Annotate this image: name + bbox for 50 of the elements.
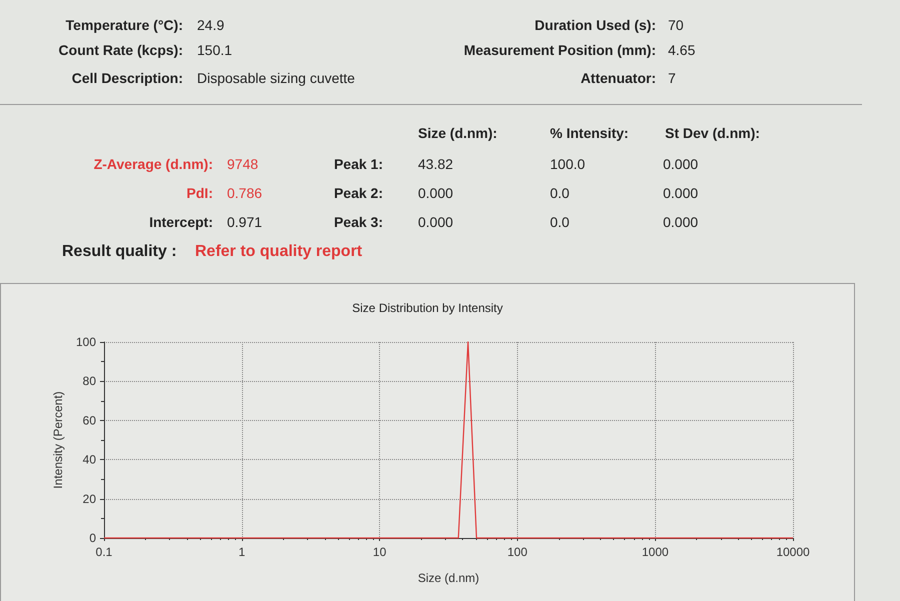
text: 7	[668, 70, 676, 86]
text: Size (d.nm):	[418, 125, 498, 141]
text: Measurement Position (mm):	[464, 42, 656, 58]
text: 0.000	[418, 185, 454, 201]
text: 0.0	[550, 185, 570, 201]
y-axis-title: Intensity (Percent)	[51, 391, 65, 489]
text: St Dev (d.nm):	[665, 125, 760, 141]
text: 43.82	[418, 156, 454, 172]
text: 70	[668, 17, 684, 33]
y-tick-label: 0	[89, 531, 96, 545]
x-tick-label: 10	[372, 545, 387, 559]
text: 0.000	[663, 214, 698, 230]
x-tick-label: 1	[238, 545, 246, 559]
text: Refer to quality report	[195, 243, 362, 261]
text: 0.000	[418, 214, 454, 230]
y-tick-label: 80	[82, 374, 96, 388]
x-tick-label: 1000	[642, 545, 669, 559]
x-axis-title: Size (d.nm)	[418, 571, 480, 585]
text: Peak 2:	[334, 185, 383, 201]
text: Z-Average (d.nm):	[94, 156, 213, 172]
chart-title: Size Distribution by Intensity	[352, 301, 503, 315]
text: 150.1	[197, 42, 232, 58]
y-tick-label: 20	[82, 492, 96, 506]
text: Result quality :	[62, 243, 177, 261]
y-tick-label: 100	[76, 335, 96, 349]
text: 0.0	[550, 214, 570, 230]
text: 0.000	[663, 156, 698, 172]
x-tick-label: 100	[507, 545, 528, 559]
text: 4.65	[668, 42, 696, 58]
text: 100.0	[550, 156, 586, 172]
text: Intercept:	[149, 214, 213, 230]
y-tick-label: 60	[82, 413, 96, 428]
text: Disposable sizing cuvette	[197, 70, 355, 86]
text: 0.000	[663, 185, 698, 201]
x-tick-label: 0.1	[96, 545, 113, 559]
text: Duration Used (s):	[534, 17, 656, 33]
text: Attenuator:	[580, 70, 656, 86]
x-tick-label: 10000	[776, 545, 810, 559]
text: Count Rate (kcps):	[58, 42, 183, 58]
text: 24.9	[197, 17, 224, 33]
text: % Intensity:	[550, 125, 629, 141]
text: Temperature (°C):	[66, 17, 183, 33]
text: Cell Description:	[72, 70, 183, 86]
text: 9748	[227, 156, 258, 172]
text: Peak 1:	[334, 156, 383, 172]
text: PdI:	[186, 185, 213, 201]
text: Peak 3:	[334, 214, 383, 230]
text: 0.971	[227, 214, 262, 230]
text: 0.786	[227, 185, 262, 201]
y-tick-label: 40	[82, 452, 96, 467]
